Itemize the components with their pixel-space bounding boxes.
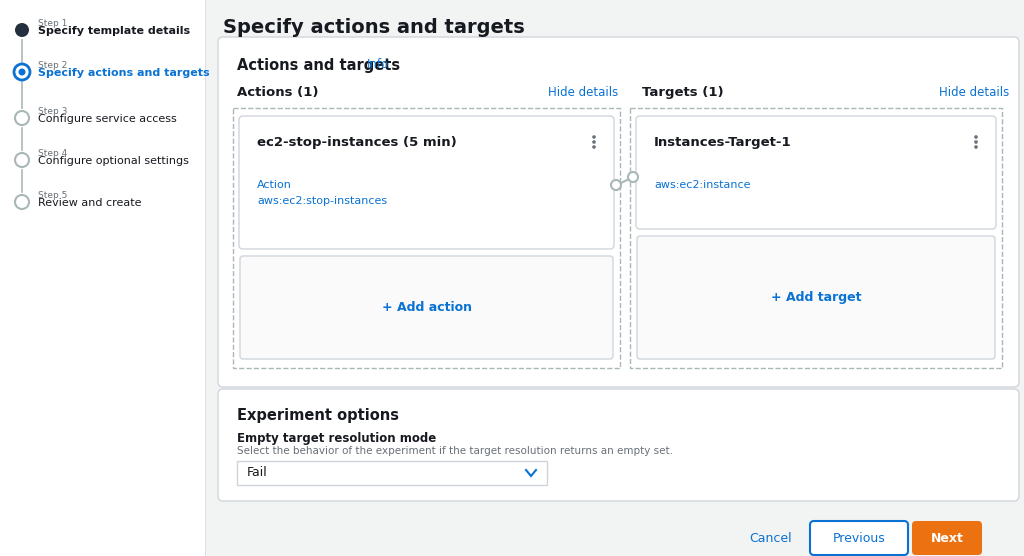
Text: Step 4: Step 4 xyxy=(38,149,68,158)
Circle shape xyxy=(15,111,29,125)
Text: aws:ec2:instance: aws:ec2:instance xyxy=(654,180,751,190)
Text: Empty target resolution mode: Empty target resolution mode xyxy=(237,432,436,445)
Circle shape xyxy=(592,140,596,144)
FancyBboxPatch shape xyxy=(218,37,1019,387)
FancyBboxPatch shape xyxy=(810,521,908,555)
Text: Previous: Previous xyxy=(833,532,886,544)
Circle shape xyxy=(15,23,29,37)
Text: aws:ec2:stop-instances: aws:ec2:stop-instances xyxy=(257,196,387,206)
FancyBboxPatch shape xyxy=(239,116,614,249)
Text: Hide details: Hide details xyxy=(548,86,618,99)
Text: Cancel: Cancel xyxy=(749,532,792,544)
Text: Review and create: Review and create xyxy=(38,198,141,208)
Text: + Add target: + Add target xyxy=(771,291,861,304)
Circle shape xyxy=(14,64,30,80)
Circle shape xyxy=(974,145,978,149)
Text: Specify actions and targets: Specify actions and targets xyxy=(38,68,210,78)
Text: Experiment options: Experiment options xyxy=(237,408,399,423)
Circle shape xyxy=(592,145,596,149)
Text: Configure optional settings: Configure optional settings xyxy=(38,156,188,166)
Text: Next: Next xyxy=(931,532,964,544)
Text: Select the behavior of the experiment if the target resolution returns an empty : Select the behavior of the experiment if… xyxy=(237,446,673,456)
Circle shape xyxy=(974,140,978,144)
FancyBboxPatch shape xyxy=(637,236,995,359)
Text: ec2-stop-instances (5 min): ec2-stop-instances (5 min) xyxy=(257,136,457,149)
Text: Fail: Fail xyxy=(247,466,267,479)
FancyBboxPatch shape xyxy=(218,389,1019,501)
Text: Step 2: Step 2 xyxy=(38,61,68,70)
Text: Specify template details: Specify template details xyxy=(38,26,190,36)
Text: Instances-Target-1: Instances-Target-1 xyxy=(654,136,792,149)
Circle shape xyxy=(974,135,978,139)
Circle shape xyxy=(611,180,621,190)
Circle shape xyxy=(628,172,638,182)
Text: Actions and targets: Actions and targets xyxy=(237,58,400,73)
Text: Hide details: Hide details xyxy=(939,86,1010,99)
Circle shape xyxy=(15,153,29,167)
Text: Info: Info xyxy=(367,58,389,71)
Text: + Add action: + Add action xyxy=(382,301,471,314)
Text: Configure service access: Configure service access xyxy=(38,114,177,124)
Circle shape xyxy=(592,135,596,139)
FancyBboxPatch shape xyxy=(240,256,613,359)
Text: Step 5: Step 5 xyxy=(38,191,68,200)
Text: Specify actions and targets: Specify actions and targets xyxy=(223,18,524,37)
Text: Step 1: Step 1 xyxy=(38,19,68,28)
Text: Step 3: Step 3 xyxy=(38,107,68,116)
FancyBboxPatch shape xyxy=(237,461,547,485)
Circle shape xyxy=(18,68,26,76)
FancyBboxPatch shape xyxy=(0,0,205,556)
FancyBboxPatch shape xyxy=(912,521,982,555)
FancyBboxPatch shape xyxy=(636,116,996,229)
Text: Targets (1): Targets (1) xyxy=(642,86,724,99)
Circle shape xyxy=(15,195,29,209)
Text: Action: Action xyxy=(257,180,292,190)
Text: Actions (1): Actions (1) xyxy=(237,86,318,99)
